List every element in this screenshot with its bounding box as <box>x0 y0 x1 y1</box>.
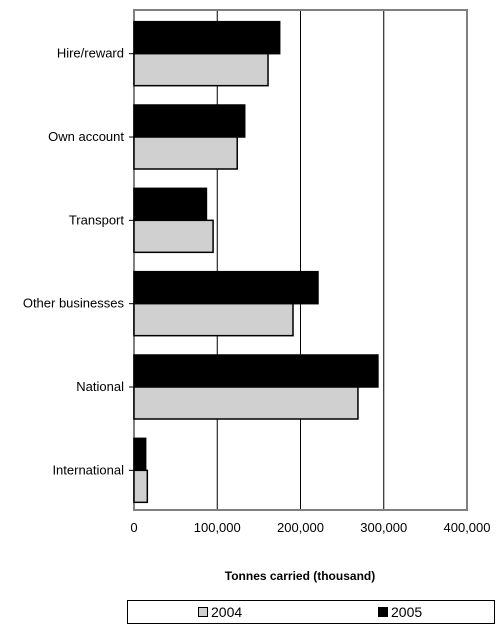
x-tick-labels: 0 100,000 200,000 300,000 400,000 <box>130 520 490 535</box>
x-tick-label: 300,000 <box>360 520 407 535</box>
category-label: Own account <box>48 129 124 144</box>
x-tick-label: 0 <box>130 520 137 535</box>
plot-area <box>133 9 468 511</box>
bar-2004-transport <box>133 219 214 254</box>
bar-2005-own-account <box>133 104 246 138</box>
legend-swatch-2004 <box>198 607 208 617</box>
bar-2005-hire-reward <box>133 20 281 55</box>
bar-2005-other-businesses <box>133 270 319 305</box>
category-label: Transport <box>69 212 125 227</box>
legend: 2004 2005 <box>127 600 495 624</box>
bar-2004-international <box>133 469 149 504</box>
bar-2005-international <box>133 437 147 472</box>
bar-2005-national <box>133 354 379 388</box>
x-axis-title: Tonnes carried (thousand) <box>225 569 375 583</box>
x-tick-label: 200,000 <box>277 520 324 535</box>
category-label: Hire/reward <box>57 46 124 61</box>
x-tick-label: 400,000 <box>444 520 491 535</box>
bar-2004-national <box>133 386 359 420</box>
bars <box>133 20 379 504</box>
category-label: National <box>76 379 124 394</box>
category-label: Other businesses <box>23 296 125 311</box>
legend-label-2005: 2005 <box>391 604 423 620</box>
x-tick-label: 100,000 <box>194 520 241 535</box>
legend-item-2005: 2005 <box>378 604 422 620</box>
bar-2004-hire-reward <box>133 52 269 87</box>
legend-swatch-2005 <box>378 607 388 617</box>
category-labels: Hire/reward Own account Transport Other bus… <box>23 46 134 477</box>
bar-2004-own-account <box>133 136 238 170</box>
legend-label-2004: 2004 <box>211 604 243 620</box>
bar-2004-other-businesses <box>133 302 294 337</box>
bar-2005-transport <box>133 187 208 222</box>
category-label: International <box>52 462 124 477</box>
legend-item-2004: 2004 <box>198 604 242 620</box>
gridlines <box>216 10 385 510</box>
